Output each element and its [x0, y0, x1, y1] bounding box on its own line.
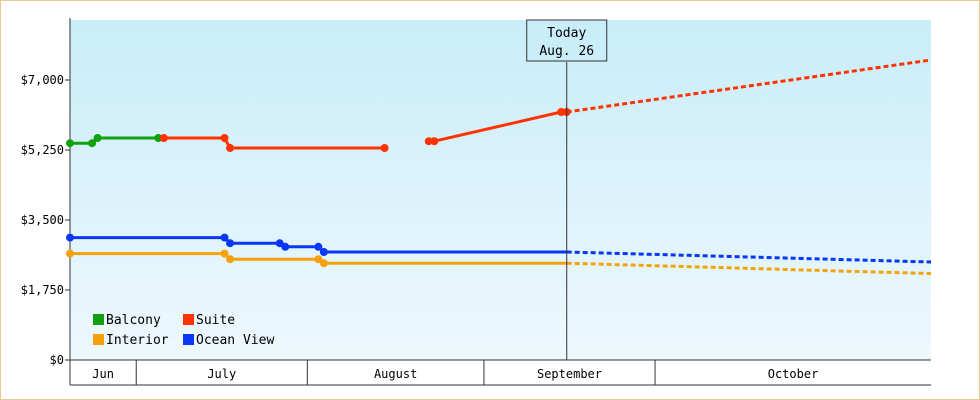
data-point — [319, 259, 328, 268]
data-point — [93, 134, 102, 142]
legend-item-suite: Suite — [183, 313, 235, 328]
data-point — [226, 144, 235, 152]
price-line — [163, 136, 385, 150]
y-axis: $0 $1,750 $3,500 $5,250 $7,000 — [21, 18, 71, 385]
forecast-line — [566, 58, 932, 114]
today-marker: Today Aug. 26 — [526, 19, 608, 360]
legend-swatch — [93, 334, 104, 345]
data-point — [314, 242, 323, 251]
series-suite — [159, 58, 932, 152]
data-point — [159, 134, 168, 142]
data-point — [226, 255, 235, 264]
data-point — [66, 233, 74, 242]
data-point — [380, 144, 389, 152]
y-tick-label: $1,750 — [21, 283, 64, 297]
price-line — [70, 252, 567, 265]
legend-item-ocean-view: Ocean View — [183, 333, 274, 348]
x-axis: Jun July August September October — [70, 359, 931, 386]
legend-label: Ocean View — [196, 333, 274, 348]
forecast-line — [566, 261, 932, 276]
series-balcony — [66, 134, 164, 148]
legend-label: Balcony — [106, 313, 161, 328]
series-layer — [66, 58, 932, 276]
series-ocean-view — [66, 233, 932, 264]
y-tick-label: $0 — [50, 353, 64, 367]
forecast-line — [566, 250, 932, 264]
legend: Balcony Suite Interior Ocean View — [93, 313, 274, 348]
data-point — [220, 134, 229, 142]
data-point — [424, 137, 433, 146]
data-point — [557, 108, 566, 116]
y-tick-label: $3,500 — [21, 213, 64, 227]
data-point — [154, 134, 163, 142]
legend-label: Interior — [106, 333, 169, 348]
legend-label: Suite — [196, 313, 235, 328]
data-point — [314, 255, 323, 264]
data-point — [220, 233, 229, 242]
legend-swatch — [93, 314, 104, 325]
month-label: September — [537, 367, 602, 381]
month-label: Jun — [92, 367, 114, 381]
data-point — [281, 242, 290, 251]
legend-item-balcony: Balcony — [93, 313, 161, 328]
data-point — [66, 139, 74, 148]
legend-swatch — [183, 314, 194, 325]
y-tick-label: $5,250 — [21, 143, 64, 157]
legend-swatch — [183, 334, 194, 345]
series-interior — [66, 249, 932, 276]
data-point — [220, 249, 229, 258]
y-tick-label: $7,000 — [21, 73, 64, 87]
month-label: July — [207, 367, 236, 381]
plot-area — [70, 20, 931, 360]
data-point — [66, 249, 74, 258]
today-box — [526, 19, 608, 62]
today-label: Today — [547, 26, 586, 41]
today-date: Aug. 26 — [539, 44, 594, 59]
month-label: August — [374, 367, 417, 381]
month-label: October — [768, 367, 819, 381]
data-point — [319, 248, 328, 256]
legend-item-interior: Interior — [93, 333, 169, 348]
data-point — [88, 139, 97, 148]
data-point — [226, 239, 235, 248]
data-point — [430, 137, 439, 146]
